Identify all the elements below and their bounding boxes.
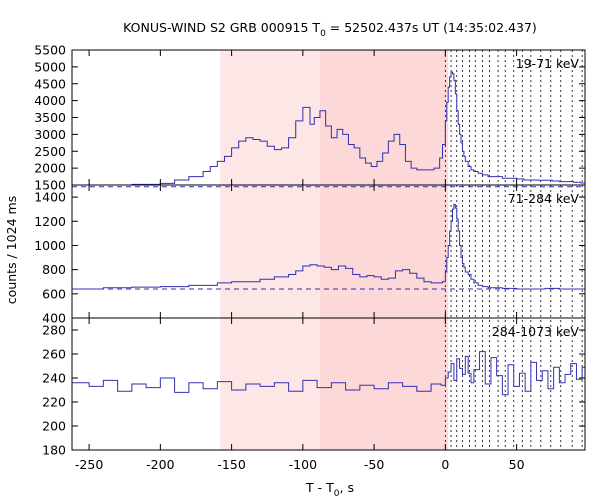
y-axis-label: counts / 1024 ms [4, 196, 19, 304]
ytick-label-0-0: 1500 [34, 178, 66, 193]
title-sub: 0 [320, 29, 326, 39]
ytick-label-0-4: 3500 [34, 110, 66, 125]
ytick-label-1-5: 1400 [34, 190, 66, 205]
shaded-regions [220, 50, 449, 450]
chart-title: KONUS-WIND S2 GRB 000915 T0 = 52502.437s… [123, 20, 537, 39]
title-rest: = 52502.437s UT (14:35:02.437) [326, 20, 537, 35]
ytick-label-0-8: 5500 [34, 43, 66, 58]
xtick-label-3: -100 [289, 457, 317, 472]
ytick-label-1-3: 1000 [34, 238, 66, 253]
shaded-region-1 [319, 50, 449, 450]
axis-ticks [72, 49, 585, 451]
xlabel-rest: , s [340, 480, 354, 495]
series-1 [72, 203, 585, 290]
ytick-label-0-2: 2500 [34, 144, 66, 159]
dotted-vertical-lines [444, 50, 583, 450]
ytick-label-0-1: 2000 [34, 161, 66, 176]
ytick-label-1-2: 800 [42, 262, 66, 277]
ytick-label-0-3: 3000 [34, 127, 66, 142]
ytick-label-2-1: 200 [42, 419, 66, 434]
panel-frame-2 [71, 317, 586, 451]
series-0 [131, 71, 585, 185]
ytick-label-2-5: 280 [42, 323, 66, 338]
ytick-label-1-4: 1200 [34, 214, 66, 229]
band-label-0: 19-71 keV [516, 56, 580, 71]
ytick-label-2-4: 260 [42, 347, 66, 362]
ytick-label-2-0: 180 [42, 443, 66, 458]
title-main: KONUS-WIND S2 GRB 000915 T [123, 20, 320, 35]
ytick-label-2-2: 220 [42, 395, 66, 410]
xtick-label-0: -250 [75, 457, 103, 472]
band-label-1: 71-284 keV [508, 191, 580, 206]
ytick-label-0-5: 4000 [34, 93, 66, 108]
xtick-label-5: 0 [441, 457, 449, 472]
ytick-label-0-6: 4500 [34, 76, 66, 91]
ytick-label-2-3: 240 [42, 371, 66, 386]
xtick-label-1: -200 [146, 457, 174, 472]
ytick-label-1-0: 400 [42, 311, 66, 326]
xtick-label-6: 50 [509, 457, 525, 472]
band-labels: 19-71 keV 71-284 keV 284-1073 keV [492, 56, 580, 339]
ytick-label-0-7: 5000 [34, 59, 66, 74]
band-label-2: 284-1073 keV [492, 324, 580, 339]
xlabel-sub: 0 [334, 489, 340, 499]
light-curves [72, 71, 585, 396]
series-2 [72, 351, 585, 396]
tick-labels: 1500200025003000350040004500500055004006… [34, 43, 524, 473]
background-levels [72, 186, 585, 290]
ytick-label-1-1: 600 [42, 286, 66, 301]
xtick-label-2: -150 [217, 457, 245, 472]
xlabel-main: T - T [305, 480, 334, 495]
xtick-label-4: -50 [364, 457, 384, 472]
x-axis-label: T - T0, s [305, 480, 354, 499]
